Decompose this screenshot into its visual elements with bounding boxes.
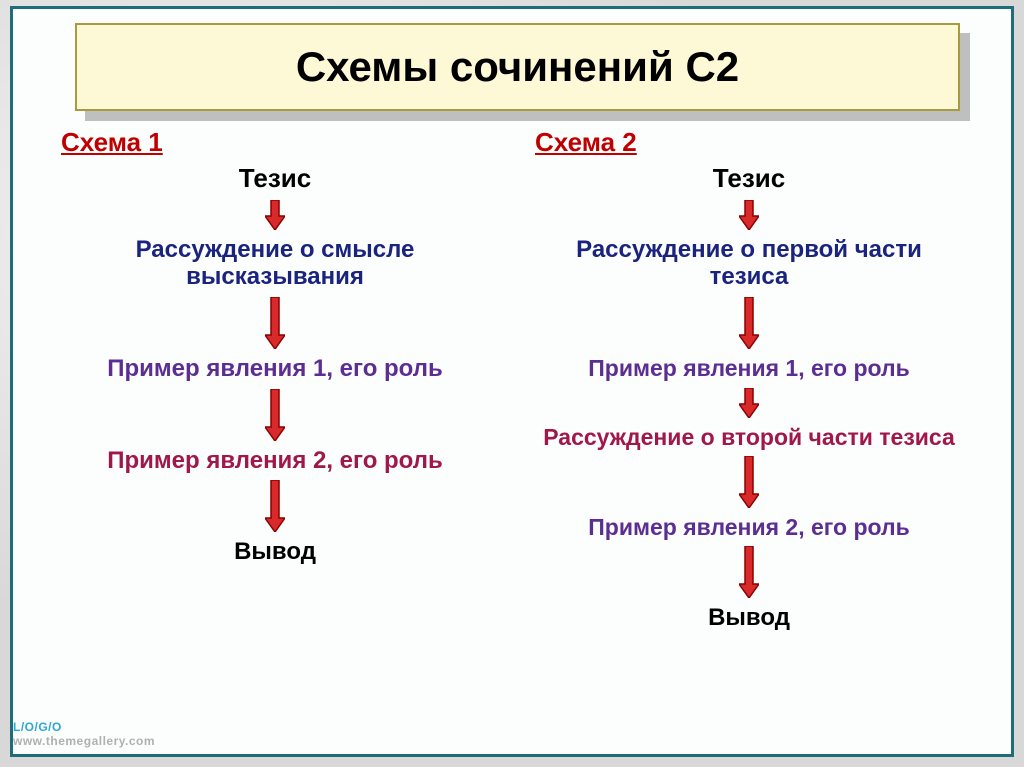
flowchart-node: Рассуждение о смысле высказывания (53, 236, 497, 291)
flowchart-node: Вывод (694, 604, 804, 632)
scheme-2-title: Схема 2 (535, 127, 637, 158)
arrow-icon (739, 297, 759, 349)
flowchart-node: Пример явления 1, его роль (93, 355, 457, 383)
flowchart-node: Пример явления 2, его роль (574, 514, 924, 540)
slide-frame: Схемы сочинений С2 Схема 1 Тезис Рассужде… (10, 6, 1014, 757)
logo: L/O/G/Owww.themegallery.com (13, 720, 155, 748)
arrow-icon (739, 456, 759, 508)
scheme-1-column: Схема 1 Тезис Рассуждение о смысле высказ… (53, 127, 497, 734)
flowchart-node: Пример явления 1, его роль (574, 355, 924, 381)
title-box: Схемы сочинений С2 (75, 23, 960, 111)
scheme-2-column: Схема 2 Тезис Рассуждение о первой части … (527, 127, 971, 734)
arrow-icon (265, 389, 285, 441)
arrow-icon (265, 480, 285, 532)
arrow-icon (739, 546, 759, 598)
flowchart-node: Вывод (220, 538, 330, 566)
arrow-icon (739, 388, 759, 418)
flowchart-node: Пример явления 2, его роль (93, 447, 457, 475)
flowchart-node: Тезис (699, 164, 799, 194)
flowchart-node: Тезис (225, 164, 325, 194)
arrow-icon (265, 200, 285, 230)
arrow-icon (265, 297, 285, 349)
flowchart-node: Рассуждение о второй части тезиса (529, 424, 969, 450)
slide-title: Схемы сочинений С2 (296, 43, 739, 91)
flowchart-node: Рассуждение о первой части тезиса (527, 236, 971, 291)
columns-container: Схема 1 Тезис Рассуждение о смысле высказ… (53, 127, 971, 734)
arrow-icon (739, 200, 759, 230)
scheme-1-title: Схема 1 (61, 127, 163, 158)
